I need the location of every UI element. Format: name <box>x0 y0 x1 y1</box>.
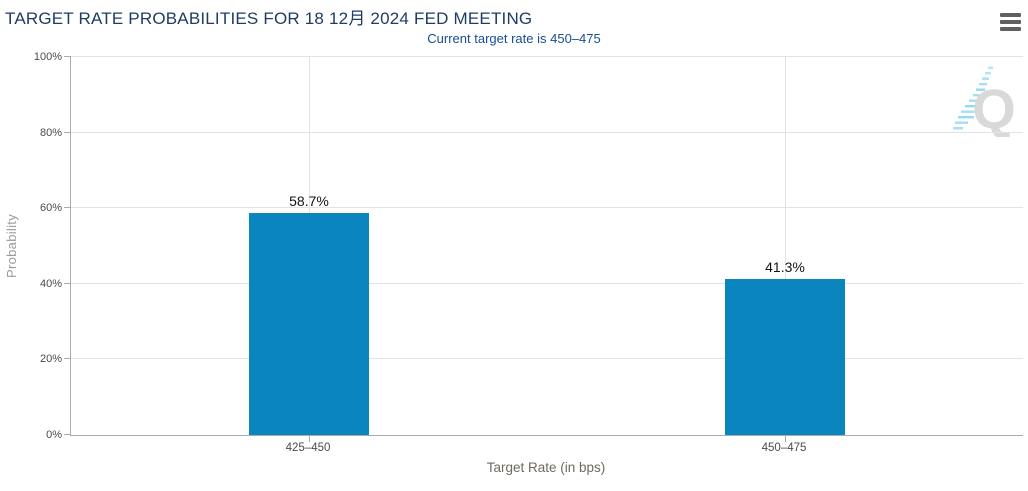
quikstrike-watermark-logo: Q <box>953 66 1015 137</box>
y-axis-tick <box>64 56 71 57</box>
y-axis-tick <box>64 434 71 435</box>
x-axis-title: Target Rate (in bps) <box>486 460 606 475</box>
hamburger-menu-icon[interactable] <box>1000 13 1021 34</box>
x-tick-label: 425–450 <box>285 442 331 454</box>
y-axis-tick-labels: 0% 20% 40% 60% 80% 100% <box>0 51 62 441</box>
watermark-q-letter: Q <box>972 77 1015 137</box>
gridline <box>71 131 1023 133</box>
y-axis-tick <box>64 358 71 360</box>
y-tick-label: 0% <box>46 429 62 441</box>
chart-subtitle: Current target rate is 450–475 <box>427 31 601 46</box>
y-tick-label: 60% <box>39 202 62 215</box>
bar-value-label: 41.3% <box>765 258 805 275</box>
gridline <box>71 358 1023 360</box>
y-axis-tick <box>64 207 71 209</box>
y-tick-label: 20% <box>39 353 62 366</box>
category-gridline <box>785 57 786 435</box>
bar-value-label: 58.7% <box>289 193 329 210</box>
probability-bar[interactable] <box>249 213 369 435</box>
page-title: TARGET RATE PROBABILITIES FOR 18 12月 202… <box>5 9 533 28</box>
y-axis-tick <box>64 131 71 133</box>
y-tick-label: 100% <box>33 51 62 63</box>
gridline <box>71 56 1023 57</box>
gridline <box>71 207 1023 209</box>
menu-bar <box>1000 20 1021 24</box>
x-axis-tick <box>309 435 310 442</box>
x-axis-tick <box>785 435 786 442</box>
y-tick-label: 40% <box>39 277 62 290</box>
plot-area: Q 58.7% 41.3% <box>64 56 1023 442</box>
x-axis-tick-labels: 425–450 450–475 <box>70 442 1022 456</box>
x-tick-label: 450–475 <box>761 442 807 454</box>
watermark-dash-streak <box>953 66 993 130</box>
menu-bar <box>1000 27 1021 31</box>
gridline <box>71 282 1023 284</box>
y-tick-label: 80% <box>39 126 62 139</box>
menu-bar <box>1000 13 1021 17</box>
y-axis-tick <box>64 282 71 284</box>
probability-bar[interactable] <box>725 278 845 435</box>
